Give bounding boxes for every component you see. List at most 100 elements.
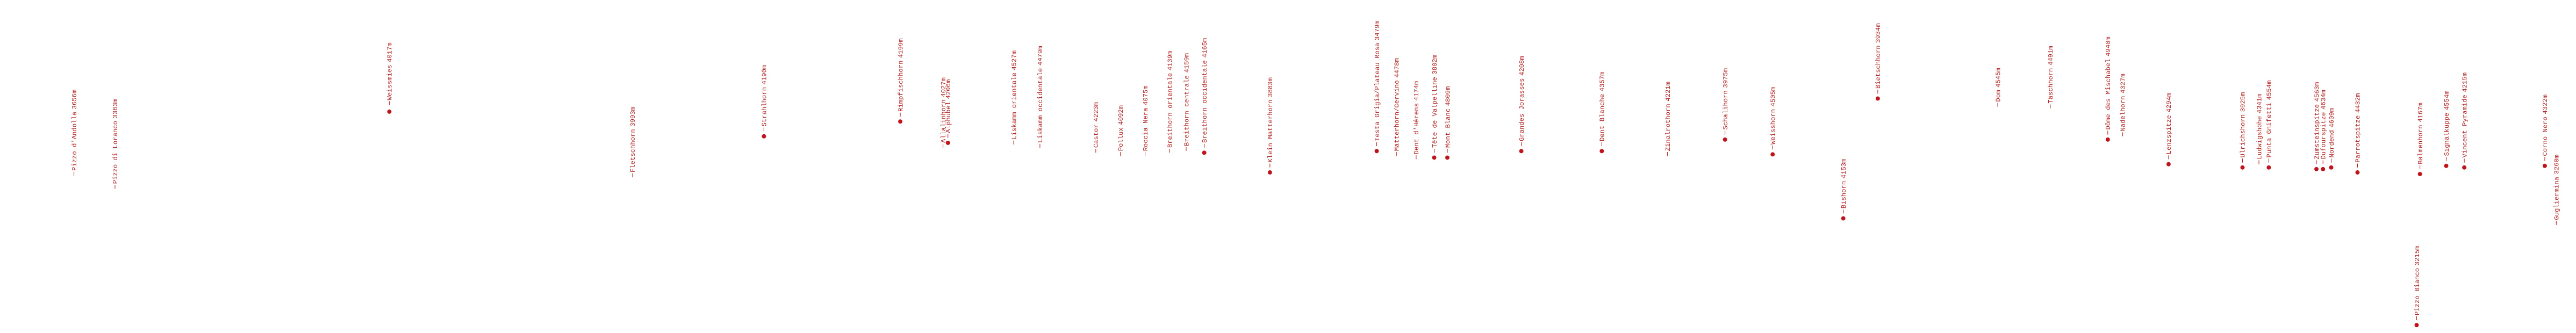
peak-marker [1875, 96, 1880, 101]
peak-text: Allalinhorn 4027m [940, 77, 948, 143]
peak-marker [1723, 137, 1727, 142]
peak-name: Pizzo d'Andolla [71, 112, 78, 171]
peak-elevation: 4027m [940, 77, 948, 97]
peak-text: Tête de Valpelline 3802m [1431, 55, 1439, 148]
peak-label: Castor 4223m [1093, 102, 1100, 153]
peak-marker [1202, 150, 1207, 155]
peak-elevation: 4017m [386, 42, 394, 62]
peak-marker [2542, 163, 2547, 168]
peak-name: Rimpfischhorn [897, 61, 905, 112]
peak-name: Roccia Nera [1142, 108, 1150, 151]
peak-label: Fletschhorn 3993m [629, 107, 637, 178]
peak-elevation: 4527m [1010, 50, 1018, 70]
peak-elevation: 4165m [1201, 38, 1209, 58]
peak-marker [1432, 155, 1437, 160]
peak-marker [898, 119, 903, 124]
peak-label: Pizzo Bianco 3215m [2414, 246, 2421, 328]
peak-elevation: 4563m [2313, 82, 2321, 102]
peak-text: Signalkuppe 4554m [2443, 91, 2451, 156]
peak-text: Weissmies 4017m [386, 42, 394, 100]
peak-name: Liskamm orientale [1010, 73, 1018, 140]
peak-elevation: 3993m [629, 107, 637, 127]
peak-elevation: 3975m [1722, 68, 1730, 88]
peak-text: Liskamm occidentale 4479m [1037, 46, 1044, 143]
peak-elevation: 4545m [1994, 68, 2002, 88]
peak-text: Dent Blanche 4357m [1599, 72, 1606, 141]
peak-marker [1445, 155, 1450, 160]
peak-elevation: 4190m [761, 65, 769, 85]
peak-elevation: 4174m [1413, 81, 1420, 101]
peak-label: Dent d'Hérens 4174m [1413, 81, 1420, 160]
peak-text: Pizzo d'Andolla 3656m [71, 90, 78, 171]
peak-label: Breithorn centrale 4159m [1183, 53, 1190, 151]
peak-label: Lenzspitze 4294m [2165, 93, 2173, 166]
peak-text: Klein Matterhorn 3883m [1267, 77, 1274, 163]
peak-label: Klein Matterhorn 3883m [1267, 77, 1274, 175]
peak-name: Zumsteinspitze [2313, 104, 2321, 160]
peak-marker [2444, 163, 2449, 168]
peak-text: Fletschhorn 3993m [629, 107, 637, 172]
peak-label: Pizzo di Loranco 3363m [112, 99, 119, 189]
peak-elevation: 4478m [1394, 58, 1401, 78]
peak-text: Lenzspitze 4294m [2165, 93, 2173, 155]
peak-marker [945, 141, 950, 145]
peak-text: Zinalrothorn 4221m [1664, 82, 1672, 151]
peak-marker [2329, 165, 2334, 170]
peak-elevation: 3883m [1267, 77, 1274, 97]
peak-text: Strahlhorn 4190m [761, 65, 769, 127]
peak-label: Signalkuppe 4554m [2443, 91, 2451, 168]
peak-text: Alphubel 4206m [945, 79, 952, 133]
peak-elevation: 3215m [2414, 246, 2421, 266]
peak-label: Vincent Pyramide 4215m [2461, 73, 2469, 170]
peak-name: Fletschhorn [629, 129, 637, 172]
peak-name: Bietschhorn [1875, 45, 1882, 89]
peak-label: Bishorn 4153m [1840, 159, 1848, 221]
peak-text: Zumsteinspitze 4563m [2313, 82, 2321, 160]
peak-text: Dufourspitze 4634m [2320, 90, 2328, 159]
peak-name: Weissmies [386, 65, 394, 100]
peak-name: Dent Blanche [1599, 94, 1606, 141]
peak-marker [387, 109, 392, 114]
peak-label: Breithorn orientale 4139m [1167, 51, 1174, 153]
peak-label: Tête de Valpelline 3802m [1431, 55, 1439, 160]
peak-name: Parrotspitze [2355, 115, 2362, 163]
peak-text: Punta Gnifetti 4554m [2266, 81, 2273, 158]
peak-text: Balmenhorn 4167m [2417, 103, 2424, 164]
peak-elevation: 4215m [2461, 73, 2469, 92]
peak-label: Dent Blanche 4357m [1599, 72, 1606, 154]
peak-marker [2417, 172, 2422, 177]
peak-label: Mont Blanc 4809m [1444, 86, 1452, 160]
peak-marker [2166, 162, 2171, 166]
peak-name: Signalkuppe [2443, 113, 2451, 156]
peak-name: Liskamm occidentale [1037, 68, 1044, 143]
peak-marker [2462, 165, 2467, 170]
peak-marker [2414, 323, 2419, 328]
peak-marker [2266, 165, 2271, 170]
peak-name: Breithorn occidentale [1201, 60, 1209, 143]
peak-label: Grandes Jorasses 4208m [1518, 56, 1526, 154]
peak-elevation: 4479m [1037, 46, 1044, 66]
peak-text: Testa Grigia/Plateau Rosa 3479m [1374, 20, 1381, 141]
peak-label: Ludwigshöhe 4341m [2256, 94, 2263, 164]
peak-text: Breithorn occidentale 4165m [1201, 38, 1209, 143]
peak-label: Ulrichshorn 3925m [2240, 92, 2247, 170]
peak-label: Liskamm occidentale 4479m [1037, 46, 1044, 148]
peak-elevation: 4634m [2320, 90, 2328, 110]
peak-name: Dufourspitze [2320, 112, 2328, 160]
peak-label: Gugliermina 3260m [2553, 155, 2561, 225]
peak-label: Dôme des Mischabel 4940m [2105, 37, 2112, 142]
peak-text: Corno Nero 4322m [2542, 95, 2549, 156]
peak-label: Balmenhorn 4167m [2417, 103, 2424, 177]
peak-name: Ludwigshöhe [2256, 116, 2263, 160]
peak-marker [1599, 149, 1604, 154]
peak-text: Pizzo di Loranco 3363m [112, 99, 119, 184]
peak-label: Täschhorn 4491m [2047, 46, 2055, 108]
peak-elevation: 4153m [1840, 159, 1848, 179]
peak-name: Lenzspitze [2165, 115, 2173, 154]
peak-marker [2355, 170, 2360, 175]
peak-text: Grandes Jorasses 4208m [1518, 56, 1526, 141]
peak-text: Dôme des Mischabel 4940m [2105, 37, 2112, 129]
peak-text: Roccia Nera 4075m [1142, 85, 1150, 151]
